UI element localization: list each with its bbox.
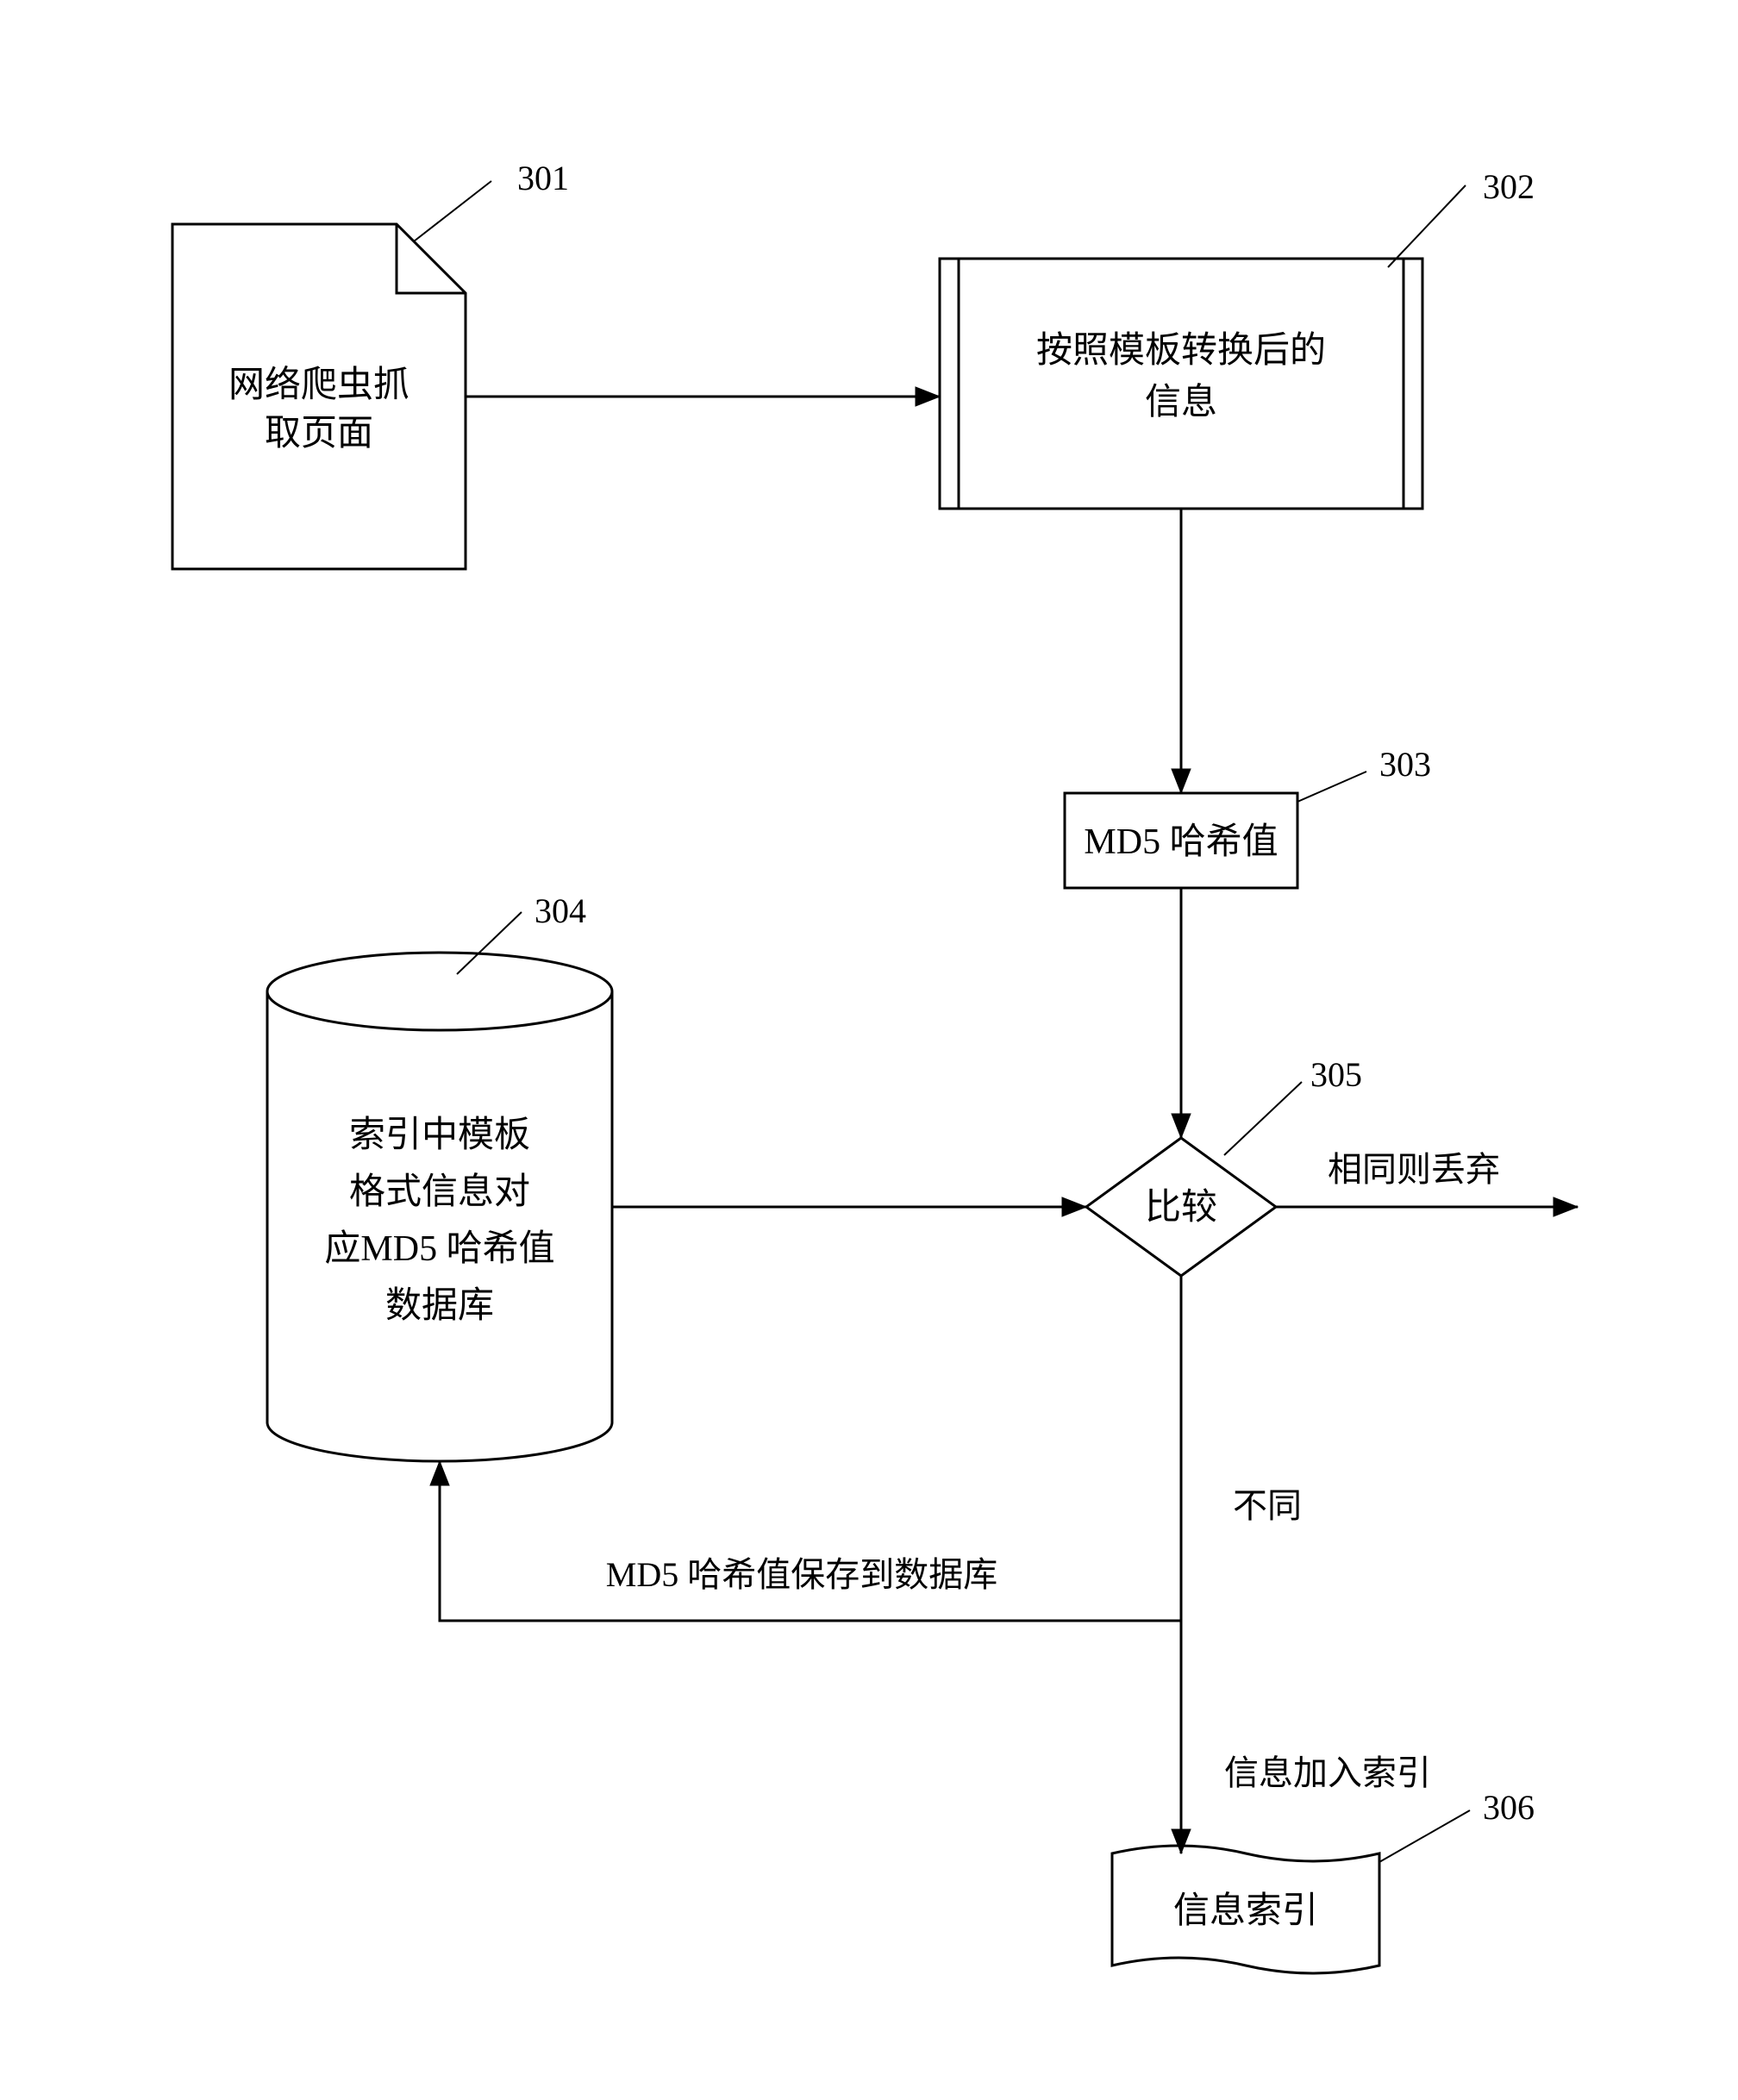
e-back [440, 1461, 1181, 1621]
arrowhead [430, 1461, 449, 1485]
n306-ref: 306 [1483, 1788, 1535, 1827]
arrowhead [916, 387, 940, 406]
n304-line-0: 索引中模板 [349, 1116, 530, 1155]
n304-ref-lead [457, 912, 522, 974]
n302-line-0: 按照模板转换后的 [1036, 331, 1326, 371]
n302-line-1: 信息 [1145, 382, 1217, 422]
n304-bottom [267, 1422, 612, 1461]
n301-line-0: 网络爬虫抓 [228, 365, 409, 405]
n304-top [267, 953, 612, 1030]
n301-ref: 301 [517, 159, 569, 197]
n305-ref: 305 [1310, 1055, 1362, 1094]
e-back-label: MD5 哈希值保存到数据库 [606, 1555, 997, 1594]
arrowhead [1172, 769, 1191, 793]
n304-line-1: 格式信息对 [349, 1172, 530, 1212]
n306-ref-lead [1379, 1810, 1470, 1862]
n304-line-2: 应MD5 哈希值 [324, 1228, 554, 1269]
e305-down-midlabel-0: 不同 [1233, 1486, 1302, 1525]
arrowhead [1062, 1197, 1086, 1216]
arrowhead [1554, 1197, 1578, 1216]
n302-ref-lead [1388, 185, 1466, 267]
n302-ref: 302 [1483, 167, 1535, 206]
n303-ref-lead [1297, 772, 1366, 802]
n303-line-0: MD5 哈希值 [1084, 822, 1278, 862]
arrowhead [1172, 1829, 1191, 1853]
n305-ref-lead [1224, 1082, 1302, 1155]
n304-ref: 304 [535, 891, 586, 930]
e305-right-label: 相同则丢弃 [1328, 1150, 1500, 1189]
n304-line-3: 数据库 [385, 1286, 494, 1326]
e305-down-midlabel-1: 信息加入索引 [1224, 1753, 1431, 1792]
n305-line-0: 比较 [1145, 1187, 1217, 1228]
n301-ref-lead [414, 181, 491, 241]
n303-ref: 303 [1379, 745, 1431, 784]
n301-line-1: 取页面 [265, 414, 373, 453]
arrowhead [1172, 1114, 1191, 1138]
n306-line-0: 信息索引 [1173, 1891, 1318, 1931]
